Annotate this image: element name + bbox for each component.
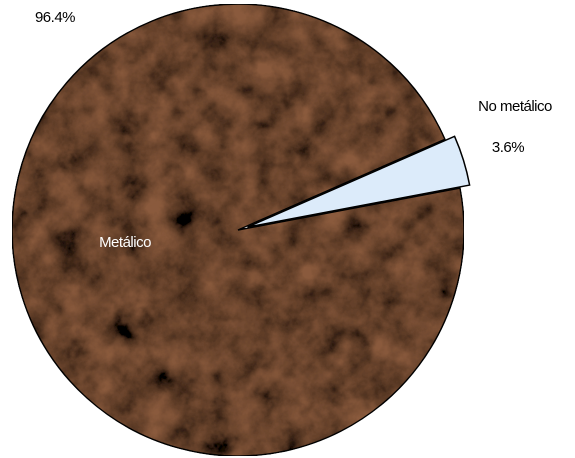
category-label: Metálico <box>99 234 151 251</box>
pie-slice <box>11 3 465 457</box>
value-label: 96.4% <box>35 9 75 26</box>
value-label: 3.6% <box>492 139 524 156</box>
category-label: No metálico <box>478 98 552 115</box>
pie-slice <box>247 135 471 228</box>
